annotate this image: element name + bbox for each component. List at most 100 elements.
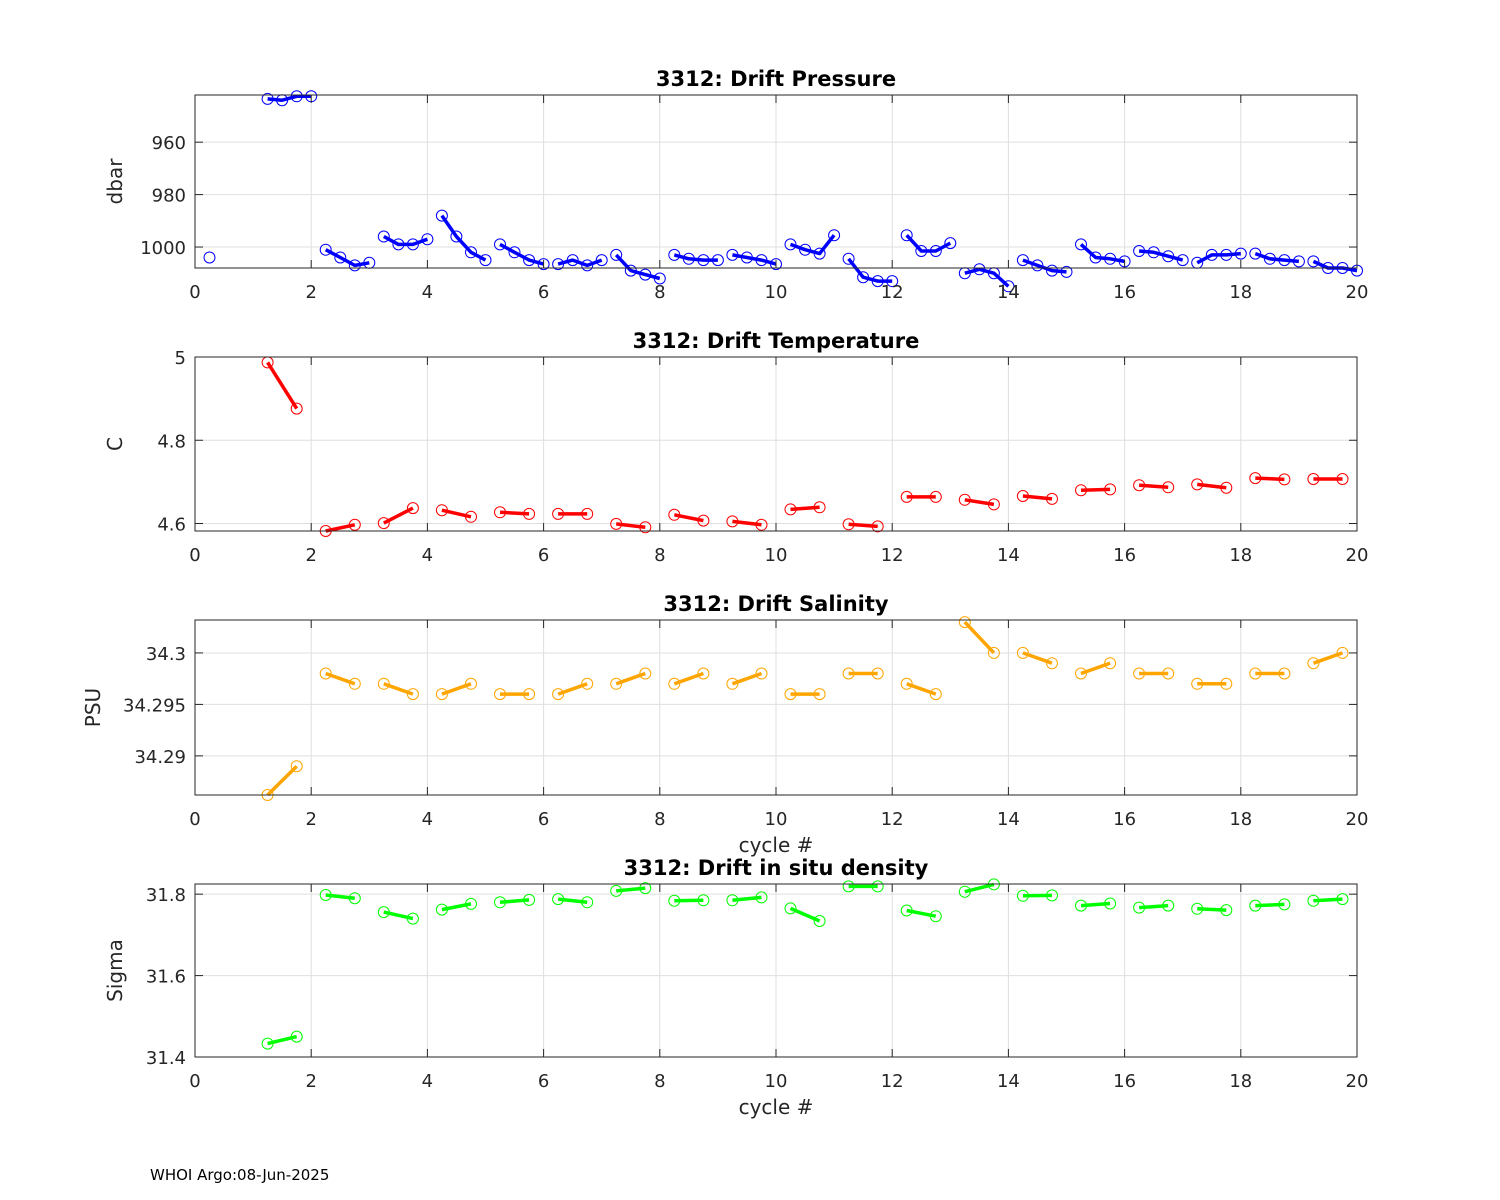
y-tick-label: 31.4 bbox=[146, 1048, 186, 1069]
footer-credit: WHOI Argo:08-Jun-2025 bbox=[150, 1166, 330, 1184]
y-axis-label: dbar bbox=[103, 158, 127, 205]
data-point bbox=[552, 258, 565, 271]
data-point bbox=[348, 259, 361, 272]
data-point bbox=[1249, 472, 1262, 485]
series-line bbox=[1138, 249, 1184, 262]
data-point bbox=[1075, 667, 1087, 680]
data-point bbox=[1249, 899, 1262, 912]
data-point bbox=[377, 517, 390, 530]
y-axis-label: PSU bbox=[81, 688, 105, 727]
data-point bbox=[1220, 904, 1233, 917]
data-point bbox=[290, 1030, 303, 1043]
data-point bbox=[1162, 899, 1175, 912]
series-line bbox=[614, 253, 661, 281]
data-point bbox=[421, 233, 434, 246]
data-point bbox=[465, 897, 477, 910]
data-point bbox=[726, 894, 739, 907]
data-point bbox=[1191, 478, 1204, 491]
data-point bbox=[857, 271, 870, 284]
data-point bbox=[770, 258, 782, 271]
y-tick-label: 31.6 bbox=[146, 967, 186, 988]
data-point bbox=[1278, 473, 1291, 486]
series-line bbox=[964, 498, 995, 507]
x-tick-label: 20 bbox=[1346, 545, 1369, 566]
data-point bbox=[610, 884, 623, 897]
data-point bbox=[813, 501, 826, 514]
data-point bbox=[784, 238, 797, 251]
data-point bbox=[290, 760, 303, 773]
data-point bbox=[842, 518, 855, 531]
series-line bbox=[615, 522, 646, 530]
series-line bbox=[1080, 901, 1111, 908]
series-line bbox=[673, 253, 718, 262]
data-point bbox=[697, 894, 710, 907]
data-point bbox=[1307, 255, 1320, 268]
data-point bbox=[552, 688, 565, 701]
data-point bbox=[639, 521, 652, 534]
data-point bbox=[1002, 280, 1015, 293]
data-point bbox=[610, 517, 623, 530]
data-point bbox=[1292, 255, 1305, 268]
y-tick-label: 1000 bbox=[140, 238, 186, 259]
data-point bbox=[1336, 893, 1349, 906]
y-axis-label: C bbox=[103, 437, 127, 451]
series-line bbox=[1255, 476, 1285, 482]
data-point bbox=[668, 677, 681, 690]
y-tick-label: 960 bbox=[152, 133, 186, 154]
series-line bbox=[1196, 251, 1241, 265]
data-point bbox=[552, 893, 565, 906]
data-point bbox=[319, 243, 332, 256]
data-point bbox=[799, 243, 812, 256]
y-tick-label: 34.3 bbox=[146, 644, 186, 665]
data-point bbox=[813, 688, 826, 701]
data-point bbox=[871, 667, 884, 680]
data-point bbox=[435, 903, 448, 916]
series-line bbox=[1022, 494, 1053, 501]
series-line bbox=[499, 242, 545, 266]
x-tick-label: 10 bbox=[765, 282, 788, 303]
data-point bbox=[813, 247, 826, 260]
series-line bbox=[1254, 251, 1300, 264]
data-point bbox=[1307, 657, 1320, 670]
data-point bbox=[465, 510, 477, 523]
data-point bbox=[871, 275, 884, 288]
data-point bbox=[1016, 646, 1029, 659]
data-point bbox=[784, 688, 797, 701]
series-line bbox=[1138, 483, 1169, 490]
data-point bbox=[929, 910, 942, 923]
chart-title: 3312: Drift Salinity bbox=[663, 592, 889, 616]
series-line bbox=[1197, 482, 1227, 490]
x-tick-label: 8 bbox=[654, 1071, 665, 1092]
series-line bbox=[382, 234, 428, 247]
series-line bbox=[499, 510, 530, 516]
data-point bbox=[842, 252, 855, 265]
data-point bbox=[1278, 254, 1291, 267]
y-axis-label: Sigma bbox=[103, 939, 127, 1002]
x-tick-label: 2 bbox=[305, 545, 316, 566]
x-tick-label: 6 bbox=[538, 282, 549, 303]
data-point bbox=[523, 893, 536, 906]
x-tick-label: 10 bbox=[765, 809, 788, 830]
y-tick-label: 4.8 bbox=[157, 431, 186, 452]
data-point bbox=[1075, 899, 1087, 912]
data-point bbox=[755, 667, 768, 680]
y-tick-label: 31.8 bbox=[146, 885, 186, 906]
data-point bbox=[1191, 677, 1204, 690]
data-point bbox=[624, 264, 637, 277]
data-point bbox=[1016, 490, 1029, 502]
data-point bbox=[552, 507, 565, 520]
data-point bbox=[261, 1037, 274, 1050]
x-axis-label: cycle # bbox=[739, 833, 814, 857]
series-line bbox=[732, 253, 777, 266]
data-point bbox=[334, 251, 347, 264]
chart-title: 3312: Drift Temperature bbox=[633, 329, 920, 353]
data-point bbox=[842, 667, 855, 680]
x-tick-label: 2 bbox=[305, 282, 316, 303]
y-tick-label: 34.29 bbox=[134, 747, 186, 768]
data-point bbox=[1104, 252, 1117, 265]
data-point bbox=[1249, 667, 1262, 680]
data-point bbox=[958, 616, 971, 629]
data-point bbox=[406, 502, 419, 515]
data-point bbox=[1133, 901, 1146, 914]
data-point bbox=[523, 688, 536, 701]
